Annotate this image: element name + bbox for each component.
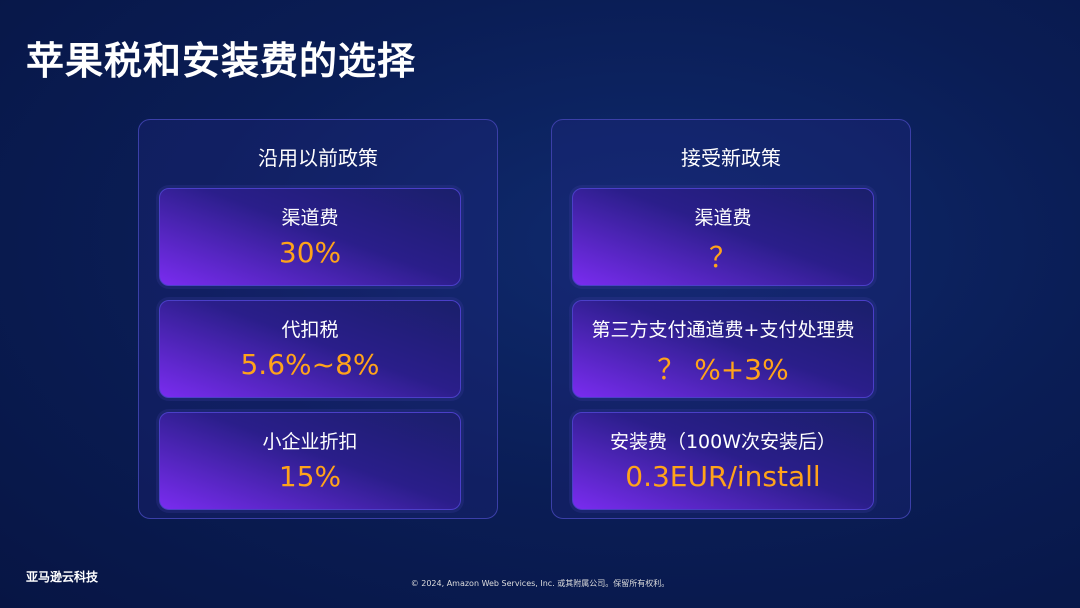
card-label: 代扣税 [281, 319, 339, 341]
card-label: 安装费（100W次安装后） [609, 431, 837, 453]
copyright: © 2024, Amazon Web Services, Inc. 或其附属公司… [410, 579, 670, 588]
card-value: 15% [278, 460, 342, 493]
card: 渠道费 ？ [572, 188, 874, 286]
card-label: 第三方支付通道费+支付处理费 [591, 319, 855, 341]
panel: 沿用以前政策渠道费 30% 代扣税 5.6%~8% 小企业折扣 15% [138, 119, 498, 519]
panel: 接受新政策渠道费 ？ 第三方支付通道费+支付处理费 ？ %+3% 安装费（100W次安装… [551, 119, 911, 519]
card-label: 渠道费 [281, 207, 339, 229]
card: 代扣税 5.6%~8% [159, 300, 461, 398]
card-label: 小企业折扣 [262, 431, 358, 453]
card-value: 30% [278, 236, 342, 269]
panel-heading: 接受新政策 [681, 146, 781, 170]
logo: 亚马逊云科技 [26, 570, 99, 584]
card-value: 0.3EUR/install [625, 460, 821, 493]
card-label: 渠道费 [694, 207, 752, 229]
card: 第三方支付通道费+支付处理费 ？ %+3% [572, 300, 874, 398]
title: 苹果税和安装费的选择 [26, 39, 417, 83]
panel-heading: 沿用以前政策 [258, 146, 378, 170]
card: 渠道费 30% [159, 188, 461, 286]
card: 安装费（100W次安装后） 0.3EUR/install [572, 412, 874, 510]
card: 小企业折扣 15% [159, 412, 461, 510]
card-value: ？ [708, 241, 737, 274]
card-value: ？ %+3% [657, 353, 789, 386]
card-value: 5.6%~8% [240, 348, 380, 381]
